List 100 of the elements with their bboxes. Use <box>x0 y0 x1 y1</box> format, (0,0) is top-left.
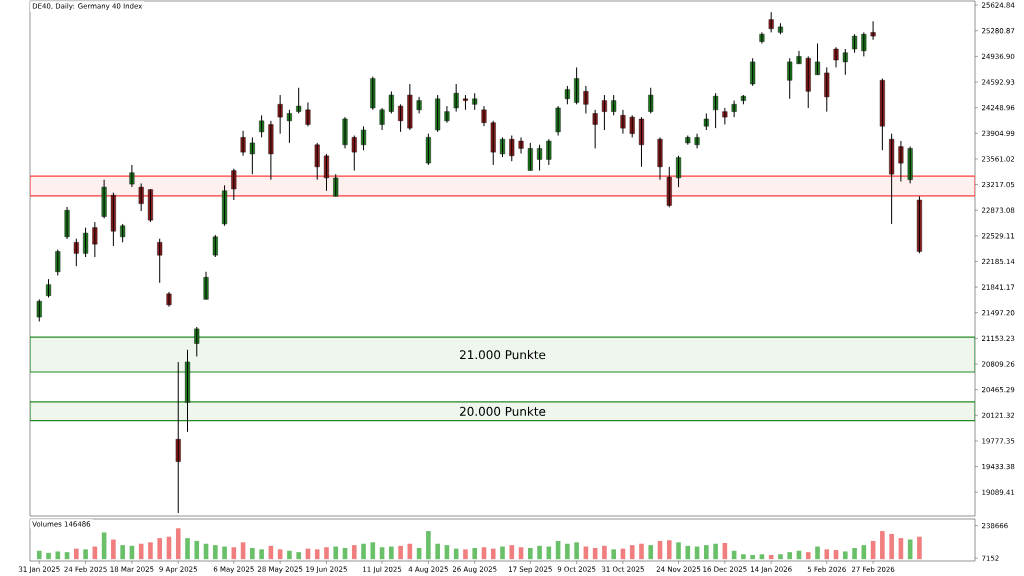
bar <box>852 547 857 560</box>
candlestick <box>601 94 607 131</box>
candlestick <box>490 120 496 166</box>
bar <box>222 546 227 560</box>
bar <box>55 551 61 560</box>
candlestick <box>194 326 200 357</box>
candlestick <box>546 138 552 166</box>
candlestick <box>750 57 756 87</box>
candlestick <box>787 57 793 100</box>
candlestick <box>713 92 719 129</box>
candlestick <box>833 46 839 68</box>
candlestick <box>509 135 515 162</box>
bar <box>527 547 533 560</box>
bar <box>805 552 811 560</box>
candlestick <box>703 112 709 131</box>
bar <box>389 546 394 560</box>
bar <box>787 552 793 560</box>
bar <box>574 542 579 560</box>
candlestick <box>768 11 774 33</box>
candlestick <box>574 66 580 105</box>
bar <box>880 531 885 560</box>
bar <box>685 545 691 560</box>
bar <box>639 543 644 560</box>
bar <box>842 551 848 560</box>
bar <box>537 545 542 560</box>
bar <box>815 546 820 560</box>
bar <box>259 549 264 560</box>
candlestick <box>351 135 357 172</box>
bar <box>333 546 339 560</box>
bar <box>74 548 79 560</box>
candlestick <box>852 33 858 54</box>
candlestick <box>222 184 228 227</box>
bar <box>212 545 218 560</box>
bar <box>490 548 496 560</box>
candlestick <box>879 78 885 151</box>
bar <box>398 545 403 560</box>
bar <box>704 545 709 560</box>
candlestick <box>398 103 404 133</box>
candlestick <box>648 87 654 114</box>
bar <box>370 542 376 560</box>
candlestick <box>537 144 543 172</box>
candlestick <box>916 195 922 254</box>
candlestick <box>83 227 89 258</box>
candlestick <box>842 48 848 76</box>
candlestick <box>472 92 478 111</box>
candlestick <box>370 76 376 111</box>
bar <box>463 549 468 560</box>
bar <box>472 547 478 560</box>
candlestick <box>249 136 255 175</box>
candlestick <box>676 155 682 188</box>
candlestick <box>805 55 811 109</box>
candlestick <box>861 31 867 57</box>
bar <box>324 547 329 560</box>
bar <box>120 545 125 560</box>
candlestick <box>666 166 672 208</box>
candlestick <box>157 238 163 284</box>
candlestick <box>147 188 153 223</box>
candlestick <box>314 142 320 181</box>
candlestick <box>259 114 265 138</box>
bar <box>666 540 672 560</box>
bar <box>36 550 42 560</box>
bar <box>611 549 616 560</box>
candlestick <box>110 192 116 247</box>
candlestick <box>592 109 598 149</box>
bar <box>778 554 783 560</box>
bar <box>148 542 153 560</box>
bar <box>296 552 301 560</box>
bar <box>194 540 200 560</box>
candlestick <box>175 361 181 514</box>
candlestick <box>296 87 302 114</box>
bar <box>602 545 607 560</box>
candlestick <box>425 133 431 166</box>
candlestick <box>824 66 830 113</box>
candlestick <box>462 94 468 111</box>
bar <box>889 533 894 560</box>
bar <box>750 554 755 560</box>
candlestick <box>629 114 635 138</box>
bar <box>713 543 718 560</box>
bar <box>175 528 181 560</box>
candlestick <box>518 136 524 154</box>
candlestick <box>740 94 746 105</box>
candlestick <box>777 22 783 35</box>
candlestick <box>55 249 61 276</box>
candlestick <box>722 107 728 125</box>
bar <box>741 554 746 560</box>
bar <box>453 548 459 560</box>
candlestick <box>231 168 237 201</box>
bar <box>314 549 320 560</box>
band-label: 20.000 Punkte <box>460 406 546 416</box>
candlestick <box>685 135 691 146</box>
bar <box>287 550 292 560</box>
candlestick <box>889 133 895 225</box>
candlestick <box>73 238 79 267</box>
candlestick <box>527 142 533 171</box>
bar <box>250 547 255 560</box>
bar <box>426 531 431 560</box>
bar <box>46 552 51 560</box>
candlestick <box>166 291 172 308</box>
candlestick <box>388 90 394 114</box>
candlestick <box>870 20 876 41</box>
